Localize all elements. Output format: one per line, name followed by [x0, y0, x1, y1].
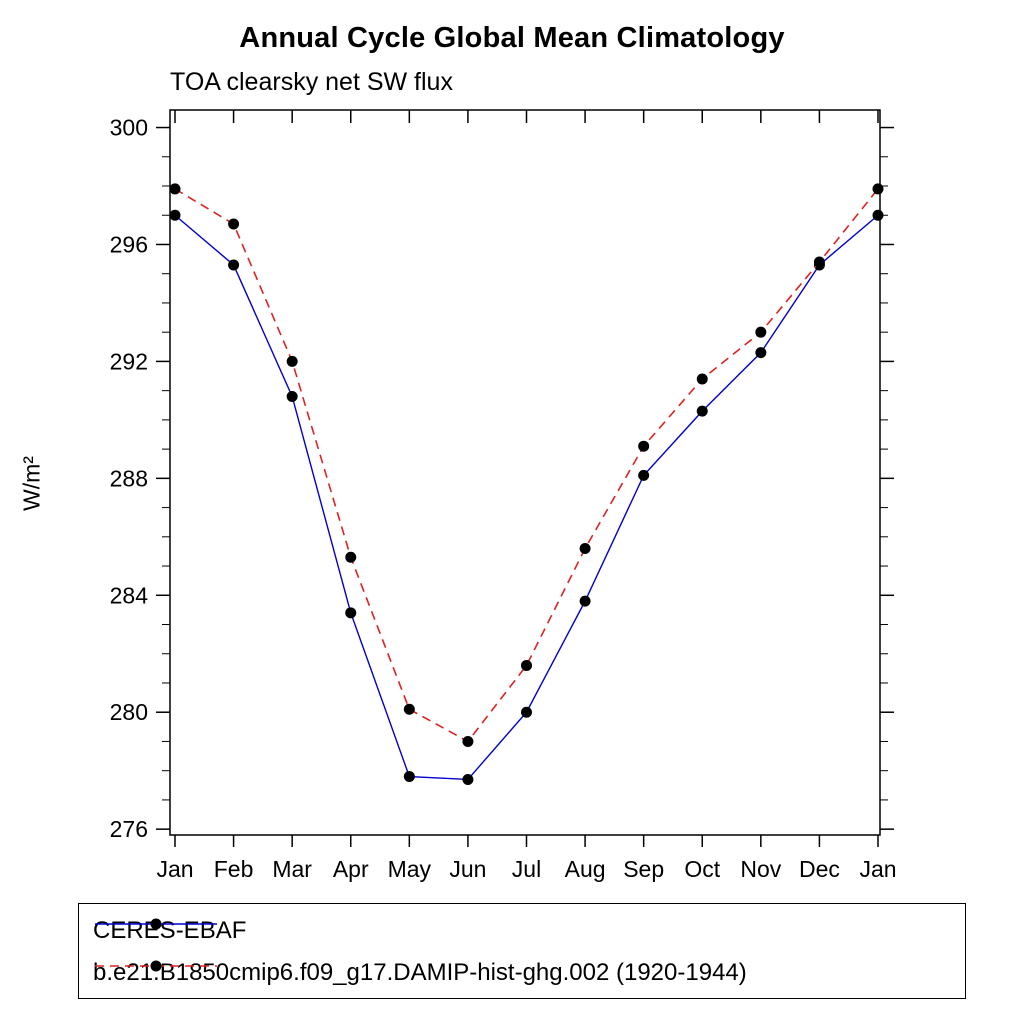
data-point-marker — [286, 355, 298, 367]
x-tick-label: Jan — [156, 856, 193, 882]
series-line-1 — [174, 188, 879, 743]
data-point-marker — [638, 440, 650, 452]
data-point-marker — [872, 183, 884, 195]
data-point-marker — [579, 543, 591, 555]
data-point-marker — [696, 373, 708, 385]
legend-sample-dashed-line-icon — [95, 960, 217, 972]
data-point-marker — [228, 218, 240, 230]
data-point-marker — [462, 773, 474, 785]
x-tick-label: May — [388, 856, 432, 882]
series-0 — [169, 209, 884, 785]
x-tick-label: Dec — [799, 856, 840, 882]
y-axis: 276 280 284 288 292 296 300 — [110, 115, 894, 842]
data-point-marker — [228, 259, 240, 271]
plot-frame — [169, 109, 881, 836]
data-point-marker — [286, 390, 298, 402]
x-tick-label: Sep — [623, 856, 664, 882]
data-point-marker — [169, 183, 181, 195]
x-tick-label: Nov — [740, 856, 781, 882]
legend: CERES-EBAF b.e21.B1850cmip6.f09_g17.DAMI… — [78, 903, 966, 999]
y-tick-label: 276 — [110, 816, 148, 842]
data-point-marker — [169, 209, 181, 221]
x-tick-label: Jun — [449, 856, 486, 882]
data-point-marker — [462, 735, 474, 747]
x-tick-label: Feb — [214, 856, 254, 882]
y-tick-label: 284 — [110, 582, 149, 608]
x-tick-label: Apr — [333, 856, 369, 882]
y-tick-label: 300 — [110, 115, 148, 141]
x-tick-label: Jul — [512, 856, 541, 882]
y-tick-label: 292 — [110, 348, 148, 374]
data-point-marker — [755, 326, 767, 338]
data-point-marker — [696, 405, 708, 417]
data-point-marker — [579, 595, 591, 607]
data-point-marker — [403, 703, 415, 715]
data-point-marker — [638, 469, 650, 481]
legend-item-model-run: b.e21.B1850cmip6.f09_g17.DAMIP-hist-ghg.… — [93, 958, 747, 988]
data-point-marker — [345, 551, 357, 563]
chart-subtitle: TOA clearsky net SW flux — [170, 68, 453, 96]
legend-sample-solid-line-icon — [95, 918, 217, 930]
y-tick-label: 296 — [110, 231, 148, 257]
data-point-marker — [521, 659, 532, 671]
series-1 — [169, 183, 884, 747]
y-tick-label: 280 — [110, 699, 148, 725]
legend-label-ceres-ebaf: CERES-EBAF — [93, 917, 247, 944]
data-point-marker — [345, 607, 357, 619]
data-point-marker — [755, 347, 767, 359]
y-tick-label: 288 — [110, 465, 148, 491]
data-point-marker — [403, 771, 415, 783]
x-tick-label: Oct — [684, 856, 720, 882]
data-point-marker — [872, 209, 884, 221]
chart-title: Annual Cycle Global Mean Climatology — [239, 22, 785, 54]
x-tick-label: Mar — [272, 856, 312, 882]
legend-label-model-run: b.e21.B1850cmip6.f09_g17.DAMIP-hist-ghg.… — [93, 959, 747, 986]
legend-item-ceres-ebaf: CERES-EBAF — [93, 916, 246, 946]
x-tick-label: Aug — [565, 856, 606, 882]
data-point-marker — [813, 256, 825, 268]
x-axis: Jan Feb Mar Apr May Jun Jul Aug Sep Oct Nov Dec Jan — [156, 110, 897, 882]
x-tick-label: Jan — [859, 856, 896, 882]
data-point-marker — [521, 706, 532, 718]
series-line-0 — [174, 214, 879, 781]
